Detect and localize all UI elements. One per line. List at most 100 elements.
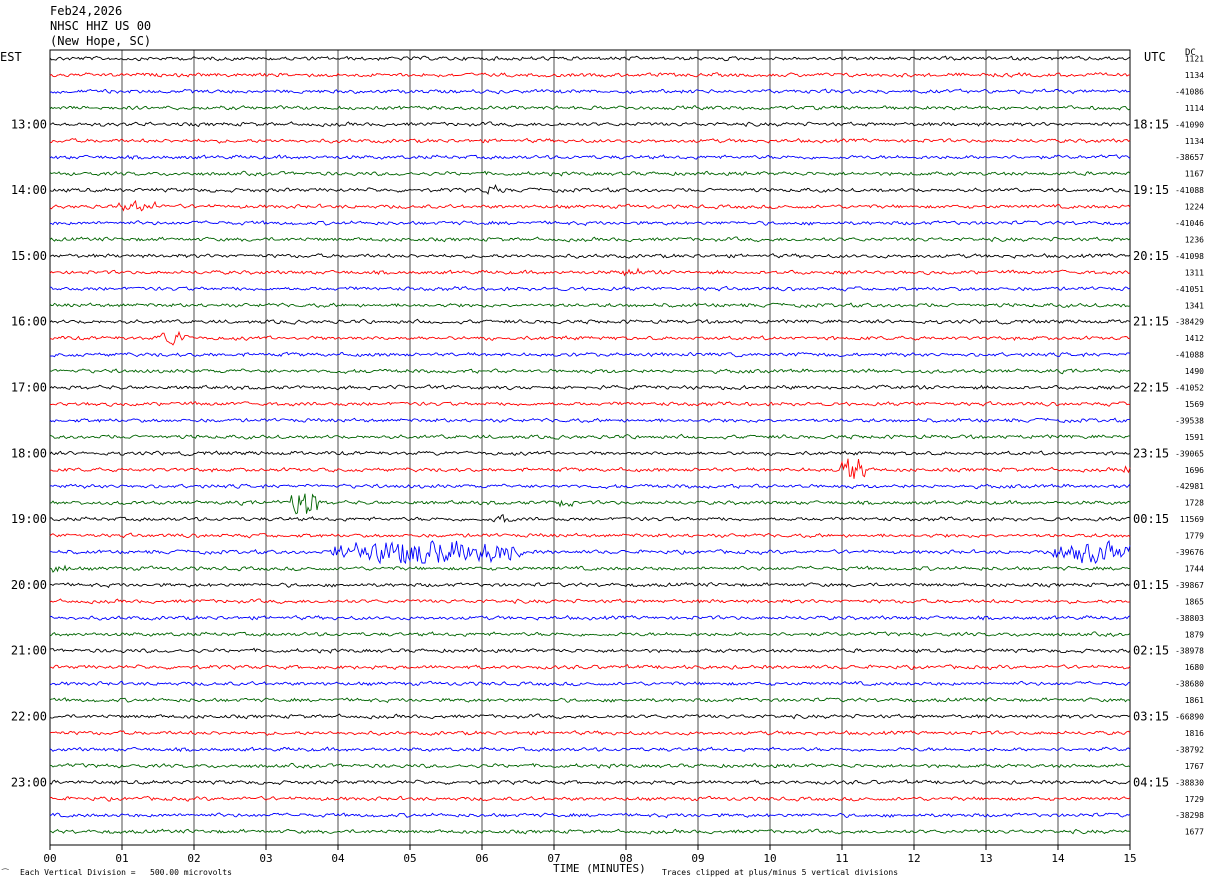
right-hour-label: 00:15 — [1133, 512, 1169, 526]
right-hour-label: 04:15 — [1133, 775, 1169, 789]
right-hour-label: 19:15 — [1133, 183, 1169, 197]
dc-offset-label: -38792 — [1175, 745, 1204, 754]
x-tick-label: 11 — [835, 852, 848, 865]
trace-row — [49, 647, 1131, 654]
trace-row — [49, 631, 1131, 638]
trace-row — [49, 514, 1131, 524]
dc-offset-label: -38803 — [1175, 614, 1204, 623]
x-tick-label: 06 — [475, 852, 488, 865]
trace-row — [49, 302, 1131, 309]
dc-offset-label: -41051 — [1175, 285, 1204, 294]
trace-row — [49, 762, 1131, 769]
seismic-traces — [49, 55, 1131, 835]
plot-frame — [49, 49, 1131, 846]
dc-offset-label: 1865 — [1185, 597, 1204, 606]
trace-row — [49, 105, 1131, 111]
dc-offset-label: 1569 — [1185, 400, 1204, 409]
dc-offset-label: -41098 — [1175, 252, 1204, 261]
x-tick-label: 02 — [187, 852, 200, 865]
left-hour-label: 15:00 — [11, 249, 47, 263]
trace-row — [50, 539, 1131, 565]
dc-offset-label: 1767 — [1185, 762, 1204, 771]
trace-row — [49, 450, 1131, 457]
header-date: Feb24,2026 — [50, 4, 123, 18]
dc-offset-label: -39676 — [1175, 548, 1204, 557]
trace-row — [49, 236, 1131, 243]
trace-row — [49, 828, 1131, 835]
left-axis-title: EST — [0, 50, 22, 64]
x-tick-label: 14 — [1051, 852, 1065, 865]
dc-offset-label: 1490 — [1185, 367, 1204, 376]
dc-offset-label: 1121 — [1185, 55, 1204, 64]
dc-offset-label: 1167 — [1185, 170, 1204, 179]
dc-offset-label: -41088 — [1175, 186, 1204, 195]
left-hour-label: 20:00 — [11, 578, 47, 592]
dc-offset-label: -38680 — [1175, 680, 1204, 689]
left-hour-label: 18:00 — [11, 446, 47, 460]
left-hour-label: 14:00 — [11, 183, 47, 197]
trace-row — [49, 812, 1131, 819]
dc-offset-label: 1412 — [1185, 334, 1204, 343]
dc-offset-label: 1311 — [1185, 268, 1204, 277]
x-tick-label: 07 — [547, 852, 560, 865]
dc-offset-label: -41046 — [1175, 219, 1204, 228]
dc-offset-label: 1134 — [1185, 71, 1204, 80]
dc-offset-label: -41052 — [1175, 384, 1204, 393]
dc-offset-label: -39538 — [1175, 416, 1204, 425]
trace-row — [49, 664, 1131, 671]
dc-offset-label: 1680 — [1185, 663, 1204, 672]
dc-offset-label: 1861 — [1185, 696, 1204, 705]
dc-offset-label: -38429 — [1175, 318, 1204, 327]
dc-offset-label: 1677 — [1185, 828, 1204, 837]
trace-row — [49, 384, 1131, 391]
trace-row — [49, 184, 1131, 195]
x-tick-label: 03 — [259, 852, 272, 865]
header-station: NHSC HHZ US 00 — [50, 19, 152, 33]
trace-row — [49, 564, 1131, 573]
dc-offset-label: -41086 — [1175, 87, 1204, 96]
trace-row — [49, 154, 1131, 160]
dc-offset-label: -41088 — [1175, 351, 1204, 360]
scale-note: Each Vertical Division = 500.00 microvol… — [20, 868, 232, 877]
dc-offset-label: -38657 — [1175, 153, 1204, 162]
dc-offset-label: 1779 — [1185, 532, 1204, 541]
dc-offset-label: 1816 — [1185, 729, 1204, 738]
left-hour-label: 23:00 — [11, 775, 47, 789]
right-hour-label: 03:15 — [1133, 710, 1169, 724]
dc-offset-label: 1728 — [1185, 499, 1204, 508]
x-tick-label: 09 — [691, 852, 704, 865]
trace-row — [49, 730, 1131, 736]
trace-row — [49, 88, 1130, 95]
dc-column-title: DC — [1185, 48, 1196, 58]
corner-mark: ⁀ — [2, 869, 9, 878]
dc-offset-label: 1134 — [1185, 137, 1204, 146]
trace-row — [49, 267, 1131, 277]
trace-row — [50, 400, 1131, 407]
left-hour-label: 21:00 — [11, 644, 47, 658]
dc-offset-label: 1879 — [1185, 630, 1204, 639]
trace-row — [49, 351, 1131, 358]
trace-row — [49, 285, 1131, 292]
dc-offset-label: 1224 — [1185, 203, 1204, 212]
trace-row — [49, 137, 1131, 144]
axis-labels: 00 01 02 03 04 05 06 07 08 09 10 11 12 13 14 15 1121 1134… — [11, 55, 1204, 866]
x-tick-label: 04 — [331, 852, 345, 865]
right-hour-label: 02:15 — [1133, 644, 1169, 658]
left-hour-label: 13:00 — [11, 117, 47, 131]
trace-row — [49, 697, 1131, 704]
trace-row — [49, 614, 1131, 621]
x-tick-label: 01 — [115, 852, 128, 865]
trace-row — [49, 532, 1131, 539]
trace-row — [49, 598, 1131, 605]
header-location: (New Hope, SC) — [50, 34, 152, 48]
trace-row — [49, 220, 1131, 227]
trace-row — [49, 713, 1131, 720]
dc-offset-label: -41090 — [1175, 120, 1204, 129]
x-tick-label: 13 — [979, 852, 992, 865]
trace-row — [49, 368, 1131, 375]
x-tick-label: 10 — [763, 852, 776, 865]
trace-row — [49, 170, 1131, 177]
trace-row — [49, 680, 1131, 687]
dc-offset-label: 11569 — [1180, 515, 1204, 524]
